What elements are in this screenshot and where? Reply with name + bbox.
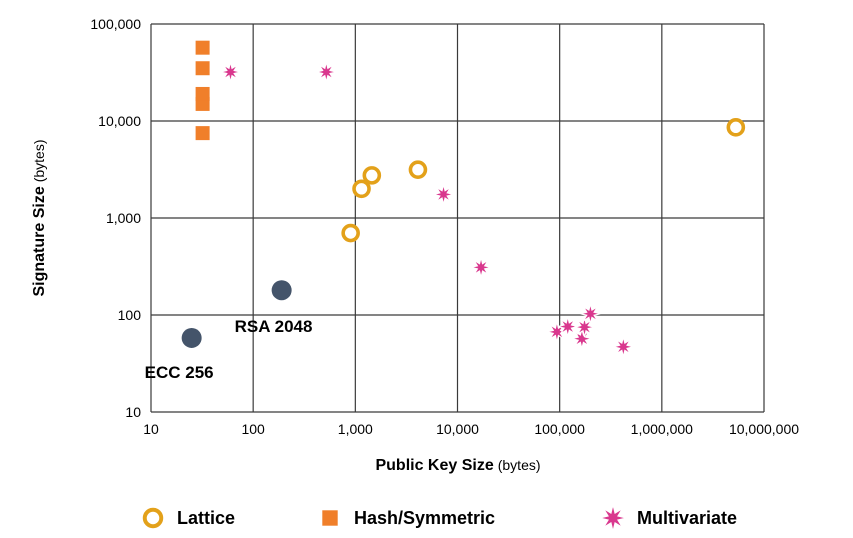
classical-point xyxy=(271,280,292,301)
multivariate-point xyxy=(316,61,337,83)
hash-symmetric-point xyxy=(195,61,210,76)
y-axis-title: Signature Size(bytes) xyxy=(31,139,48,296)
x-tick-label: 1,000,000 xyxy=(631,421,693,437)
x-tick-label: 10 xyxy=(143,421,159,437)
tick-labels: 10 100 1,000 10,000 100,000 1,000,000 10,000,0… xyxy=(90,16,799,437)
classical-point xyxy=(181,327,202,348)
x-tick-label: 100 xyxy=(241,421,265,437)
x-tick-label: 1,000 xyxy=(338,421,373,437)
legend-marker xyxy=(599,504,627,532)
multivariate-point xyxy=(557,316,578,337)
hash-symmetric-point xyxy=(195,126,210,141)
legend-marker xyxy=(142,507,164,529)
multivariate-point xyxy=(613,336,634,357)
legend-label: Multivariate xyxy=(637,508,737,528)
grid xyxy=(150,23,765,413)
legend-label: Lattice xyxy=(177,508,235,528)
multivariate-point xyxy=(470,257,492,278)
x-tick-label: 100,000 xyxy=(534,421,585,437)
x-axis-title: Public Key Size (bytes) xyxy=(375,457,540,474)
lattice-point xyxy=(726,118,746,137)
multivariate-point xyxy=(433,184,454,205)
hash-symmetric-point xyxy=(195,40,210,55)
legend: Lattice Hash/Symmetric Multivariate xyxy=(142,504,737,532)
point-label: RSA 2048 xyxy=(235,317,313,336)
y-tick-label: 1,000 xyxy=(106,210,141,226)
multivariate-point xyxy=(571,328,593,349)
point-labels: ECC 256 RSA 2048 xyxy=(145,317,313,382)
lattice-point xyxy=(341,223,360,243)
y-tick-label: 10 xyxy=(125,404,141,420)
point-label: ECC 256 xyxy=(145,363,214,382)
y-tick-label: 10,000 xyxy=(98,113,141,129)
lattice-point xyxy=(362,166,382,185)
legend-marker xyxy=(322,510,338,526)
x-tick-label: 10,000 xyxy=(436,421,479,437)
multivariate-point xyxy=(220,61,241,83)
y-tick-label: 100 xyxy=(118,307,142,323)
lattice-point xyxy=(352,179,371,199)
hash-symmetric-point xyxy=(195,86,210,101)
data-points xyxy=(181,40,746,357)
legend-label: Hash/Symmetric xyxy=(354,508,495,528)
lattice-point xyxy=(408,160,428,179)
y-tick-label: 100,000 xyxy=(90,16,141,32)
multivariate-point xyxy=(580,303,601,324)
x-tick-label: 10,000,000 xyxy=(729,421,799,437)
